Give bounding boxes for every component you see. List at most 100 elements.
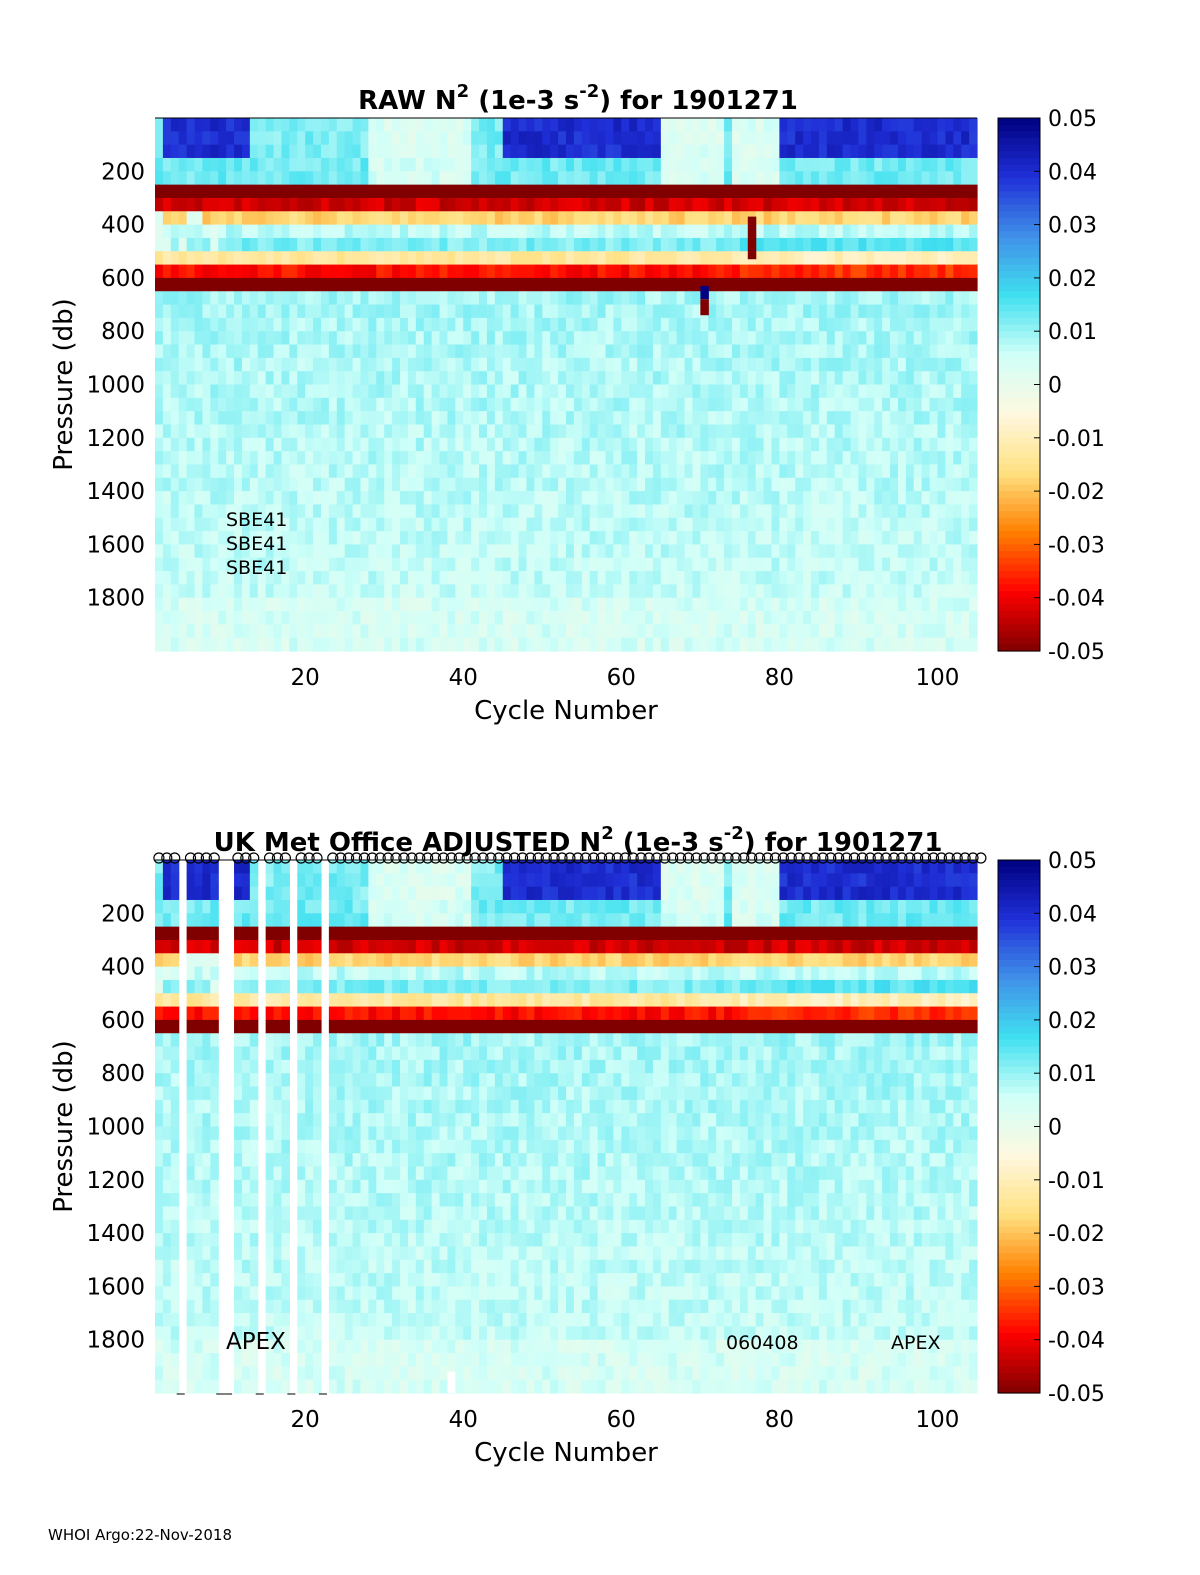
heatmap-cell — [210, 157, 219, 172]
heatmap-cell — [724, 397, 733, 412]
heatmap-cell — [249, 1379, 259, 1394]
heatmap-cell — [305, 1099, 314, 1114]
heatmap-cell — [431, 277, 441, 292]
heatmap-cell — [186, 1299, 196, 1314]
heatmap-cell — [210, 1233, 219, 1248]
heatmap-cell — [265, 1073, 275, 1088]
heatmap-cell — [320, 224, 330, 239]
heatmap-cell — [921, 291, 931, 306]
heatmap-cell — [937, 118, 946, 132]
heatmap-cell — [162, 1353, 172, 1367]
heatmap-cell — [202, 1033, 211, 1048]
heatmap-cell — [763, 504, 773, 519]
heatmap-cell — [415, 637, 425, 652]
heatmap-cell — [621, 171, 630, 186]
heatmap-cell — [969, 131, 978, 146]
heatmap-cell — [479, 557, 488, 572]
heatmap-cell — [202, 477, 211, 492]
heatmap-cell — [589, 517, 599, 532]
heatmap-cell — [313, 886, 322, 901]
heatmap-cell — [739, 437, 749, 452]
heatmap-cell — [297, 1366, 306, 1381]
heatmap-cell — [186, 1219, 196, 1234]
heatmap-cell — [368, 584, 377, 599]
heatmap-cell — [969, 304, 978, 319]
heatmap-cell — [170, 1219, 180, 1234]
heatmap-cell — [858, 504, 867, 519]
heatmap-cell — [929, 477, 939, 492]
heatmap-cell — [186, 624, 196, 639]
heatmap-cell — [328, 1139, 338, 1154]
heatmap-cell — [281, 1126, 290, 1141]
heatmap-cell — [858, 277, 867, 292]
heatmap-cell — [368, 544, 377, 559]
heatmap-cell — [281, 197, 290, 212]
heatmap-cell — [234, 926, 243, 941]
heatmap-cell — [795, 597, 804, 612]
heatmap-cell — [858, 251, 867, 266]
heatmap-cell — [597, 144, 607, 159]
heatmap-cell — [368, 277, 377, 292]
heatmap-cell — [234, 118, 243, 132]
heatmap-cell — [186, 571, 196, 585]
heatmap-cell — [202, 1353, 211, 1367]
heatmap-cell — [811, 157, 820, 172]
heatmap-cell — [850, 384, 860, 399]
heatmap-cell — [178, 304, 188, 319]
heatmap-cell — [692, 491, 701, 506]
heatmap-cell — [510, 517, 520, 532]
heatmap-cell — [850, 184, 860, 199]
heatmap-cell — [202, 371, 211, 386]
colorbar-tick-label: -0.02 — [1048, 480, 1105, 505]
heatmap-cell — [937, 317, 946, 332]
heatmap-cell — [850, 211, 860, 226]
heatmap-cell — [400, 531, 409, 545]
heatmap-cell — [289, 584, 298, 599]
heatmap-cell — [676, 157, 686, 172]
heatmap-cell — [234, 953, 243, 968]
heatmap-cell — [502, 597, 512, 612]
heatmap-cell — [803, 611, 812, 625]
heatmap-cell — [186, 1286, 196, 1301]
heatmap-cell — [826, 304, 836, 319]
heatmap-cell — [692, 584, 701, 599]
heatmap-cell — [162, 1033, 172, 1048]
heatmap-cell — [455, 397, 464, 412]
heatmap-cell — [407, 464, 417, 479]
heatmap-cell — [803, 371, 812, 386]
heatmap-cell — [961, 437, 970, 452]
heatmap-cell — [447, 157, 456, 172]
heatmap-cell — [407, 504, 417, 519]
heatmap-cell — [589, 304, 599, 319]
heatmap-cell — [945, 464, 954, 479]
heatmap-cell — [210, 1353, 219, 1367]
heatmap-cell — [834, 131, 844, 146]
heatmap-cell — [818, 437, 828, 452]
heatmap-cell — [455, 371, 464, 386]
heatmap-cell — [273, 1179, 283, 1194]
heatmap-cell — [660, 237, 670, 252]
heatmap-cell — [400, 144, 409, 159]
heatmap-cell — [352, 1113, 362, 1128]
heatmap-cell — [384, 397, 393, 412]
heatmap-cell — [866, 464, 875, 479]
heatmap-cell — [162, 1219, 172, 1234]
heatmap-cell — [328, 1113, 338, 1128]
heatmap-cell — [155, 1059, 164, 1074]
heatmap-cell — [969, 264, 978, 279]
heatmap-cell — [194, 1073, 204, 1088]
heatmap-cell — [297, 251, 306, 266]
heatmap-cell — [613, 611, 622, 625]
heatmap-cell — [400, 344, 409, 359]
heatmap-cell — [731, 371, 741, 386]
heatmap-cell — [431, 224, 441, 239]
heatmap-cell — [771, 144, 780, 159]
heatmap-cell — [194, 584, 204, 599]
heatmap-cell — [605, 331, 615, 346]
heatmap-cell — [787, 557, 796, 572]
heatmap-cell — [241, 384, 251, 399]
heatmap-cell — [273, 171, 283, 186]
heatmap-cell — [249, 1113, 259, 1128]
heatmap-cell — [803, 531, 812, 545]
heatmap-cell — [431, 211, 441, 226]
